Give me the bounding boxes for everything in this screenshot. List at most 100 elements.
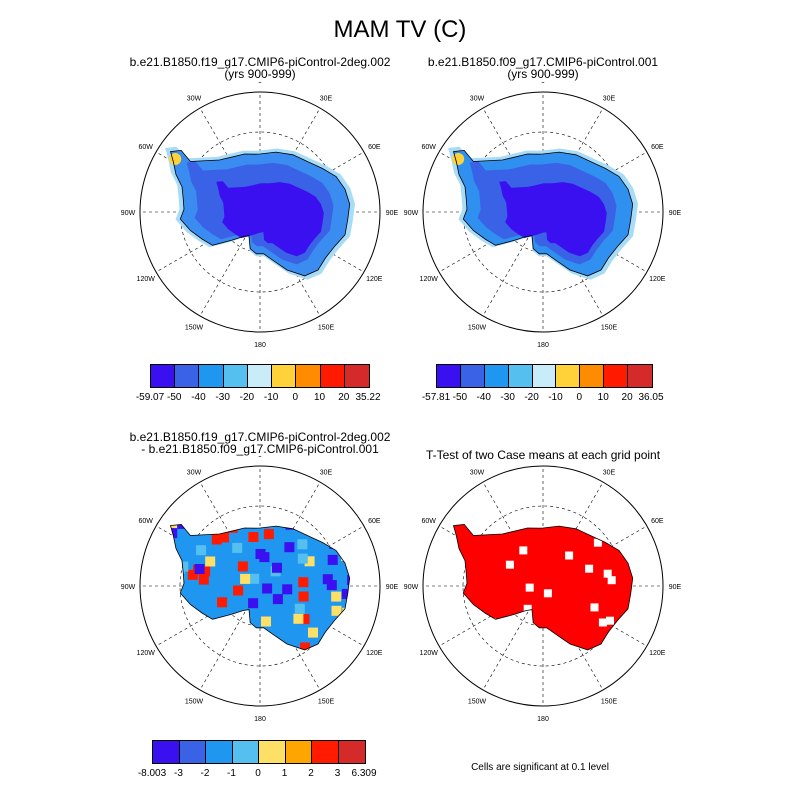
colorbar-swatch bbox=[338, 741, 365, 763]
insignificant-cell bbox=[570, 524, 579, 527]
longitude-label: 120E bbox=[649, 650, 666, 657]
longitude-label: 150W bbox=[185, 698, 204, 705]
grid-cell bbox=[301, 671, 311, 681]
colorbar-swatch bbox=[312, 741, 339, 763]
colorbar-swatch bbox=[223, 365, 248, 387]
panel-title-line2: (yrs 900-999) bbox=[224, 67, 296, 81]
colorbar-swatch bbox=[153, 741, 180, 763]
map-boundary bbox=[139, 465, 381, 707]
insignificant-cell bbox=[519, 546, 528, 555]
colorbar-tick-label: 20 bbox=[621, 392, 633, 403]
grid-cell bbox=[197, 634, 208, 645]
longitude-label: 0 bbox=[258, 456, 262, 459]
grid-cell bbox=[327, 554, 338, 565]
grid-cell bbox=[242, 679, 252, 689]
longitude-label: 180 bbox=[254, 342, 266, 347]
colorbar-swatch bbox=[272, 365, 297, 387]
colorbar-tick-label: -40 bbox=[191, 392, 206, 403]
grid-cell bbox=[297, 553, 308, 564]
grid-cell bbox=[331, 591, 342, 602]
panel-title-case1: b.e21.B1850.f19_g17.CMIP6-piControl-2deg… bbox=[110, 56, 410, 80]
panel-title-line1: T-Test of two Case means at each grid po… bbox=[425, 448, 661, 462]
longitude-label: 150W bbox=[468, 324, 487, 331]
grid-cell bbox=[156, 593, 166, 603]
colorbar-tick-label: -50 bbox=[166, 392, 182, 403]
insignificant-cell bbox=[606, 616, 614, 625]
grid-cell bbox=[219, 532, 229, 543]
insignificant-cell bbox=[585, 564, 594, 573]
colorbar-swatch bbox=[232, 741, 259, 763]
longitude-label: 180 bbox=[537, 342, 549, 347]
longitude-label: 0 bbox=[541, 456, 545, 459]
colorbar-tick-label: 10 bbox=[313, 392, 326, 403]
colorbar-tick-label: -10 bbox=[548, 392, 563, 403]
longitude-label: 120W bbox=[137, 276, 156, 283]
antarctica-field bbox=[448, 146, 638, 280]
longitude-label: 30E bbox=[320, 96, 333, 103]
colorbar-tick-label: 36.05 bbox=[638, 392, 664, 403]
grid-cell bbox=[250, 667, 260, 677]
longitude-label: 30W bbox=[187, 96, 202, 103]
colorbar-tick-label: -2 bbox=[200, 768, 210, 779]
longitude-label: 90E bbox=[386, 584, 399, 591]
longitude-label: 60W bbox=[421, 144, 436, 151]
panel-title-diff: b.e21.B1850.f19_g17.CMIP6-piControl-2deg… bbox=[110, 431, 410, 455]
longitude-label: 60W bbox=[138, 144, 153, 151]
colorbar-swatch bbox=[556, 365, 581, 387]
grid-cell bbox=[331, 605, 342, 616]
colorbar-swatch bbox=[628, 365, 652, 387]
panel-title-line1: b.e21.B1850.f19_g17.CMIP6-piControl-2deg… bbox=[129, 430, 391, 444]
longitude-label: 180 bbox=[254, 716, 266, 721]
grid-cell bbox=[240, 573, 251, 584]
longitude-label: 60E bbox=[651, 518, 664, 525]
grid-cell bbox=[281, 513, 291, 523]
colorbar-tick-label: -50 bbox=[452, 392, 468, 403]
plateau-fill bbox=[499, 181, 607, 257]
grid-cell bbox=[219, 682, 229, 692]
longitude-label: 150E bbox=[601, 698, 618, 705]
colorbar-tick-label: -3 bbox=[174, 768, 183, 779]
colorbar-swatch bbox=[437, 365, 461, 387]
insignificant-cell bbox=[607, 576, 616, 585]
longitude-label: 90W bbox=[121, 584, 136, 591]
grid-cell bbox=[166, 671, 176, 681]
grid-cell bbox=[151, 610, 161, 620]
colorbar-labels-case1: -59.07 -50 -40 -30 -20 -10 0 10 20 35.22 bbox=[136, 392, 381, 406]
grid-cell bbox=[339, 646, 350, 650]
grid-cell bbox=[197, 620, 207, 631]
longitude-label: 150E bbox=[318, 324, 335, 331]
colorbar-tick-label: -10 bbox=[263, 392, 279, 403]
longitude-label: 150E bbox=[318, 698, 335, 705]
grid-cell bbox=[200, 566, 211, 577]
plateau-fill bbox=[216, 181, 324, 257]
grid-cell bbox=[211, 492, 221, 502]
colorbar-swatch bbox=[460, 365, 485, 387]
longitude-label: 30W bbox=[187, 470, 202, 477]
colorbar-case2 bbox=[436, 364, 653, 388]
grid-cell bbox=[282, 501, 292, 511]
grid-cell bbox=[304, 556, 315, 567]
map-case2: 0 30E 60E 90E 120E 150E 180 150W 120W 90W 60W 30W bbox=[404, 82, 682, 347]
grid-cell bbox=[233, 585, 244, 596]
longitude-labels: 0 30E 60E 90E 120E 150E 180 150W 120W 90W 60W 30W bbox=[121, 456, 399, 721]
significant-fill bbox=[453, 524, 633, 650]
insignificant-cell bbox=[505, 560, 514, 569]
grid-cell bbox=[194, 564, 205, 574]
insignificant-cell bbox=[603, 569, 612, 578]
grid-cell bbox=[196, 545, 207, 556]
grid-cell bbox=[174, 574, 185, 585]
longitude-label: 30E bbox=[320, 470, 333, 477]
longitude-label: 60E bbox=[368, 518, 381, 525]
grid-cell bbox=[175, 631, 186, 642]
grid-cell bbox=[282, 584, 293, 595]
map-case1: 0 30E 60E 90E 120E 150E 180 150W 120W 90W 60W 30W bbox=[121, 82, 399, 347]
longitude-label: 0 bbox=[258, 82, 262, 85]
colorbar-labels-case2: -57.81 -50 -40 -30 -20 -10 0 10 20 36.05 bbox=[422, 392, 664, 406]
panel-title-line2: - b.e21.B1850.f09_g17.CMIP6-piControl.00… bbox=[141, 442, 379, 456]
grid-cell bbox=[348, 613, 350, 623]
grid-cell bbox=[249, 573, 260, 584]
longitude-label: 60W bbox=[421, 518, 436, 525]
panel-title-line1: b.e21.B1850.f09_g17.CMIP6-piControl.001 bbox=[427, 55, 659, 69]
coastline bbox=[169, 523, 351, 651]
longitude-labels: 0 30E 60E 90E 120E 150E 180 150W 120W 90W 60W 30W bbox=[404, 456, 682, 721]
